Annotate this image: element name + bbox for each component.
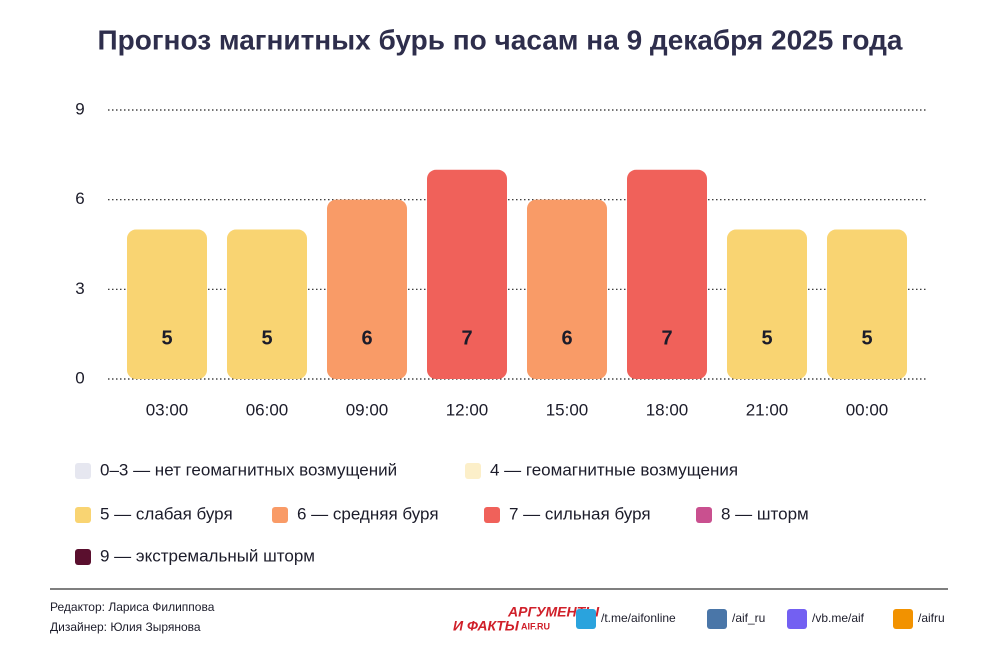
bar [427,169,507,379]
bar [527,199,607,379]
legend-label: 0–3 — нет геомагнитных возмущений [100,460,397,479]
bar [627,169,707,379]
legend-label: 4 — геомагнитные возмущения [490,460,738,479]
y-tick-label: 9 [75,99,84,118]
data-label: 7 [461,327,472,349]
legend-swatch [75,549,91,565]
data-label: 6 [561,327,572,349]
legend-label: 5 — слабая буря [100,504,233,523]
link[interactable]: /aifru [918,611,945,625]
legend-swatch [75,507,91,523]
x-tick-label: 18:00 [646,400,689,419]
bar [127,229,207,379]
x-tick-label: 15:00 [546,400,589,419]
viber-icon [787,609,807,629]
legend-swatch [484,507,500,523]
y-tick-label: 6 [75,189,84,208]
link[interactable]: /aif_ru [732,611,765,625]
legend-label: 9 — экстремальный шторм [100,546,315,565]
bar [727,229,807,379]
legend-swatch [75,463,91,479]
link[interactable]: /vb.me/aif [812,611,865,625]
x-tick-label: 03:00 [146,400,189,419]
bar [227,229,307,379]
x-tick-label: 00:00 [846,400,889,419]
x-tick-label: 09:00 [346,400,389,419]
bar [327,199,407,379]
data-label: 5 [761,327,772,349]
legend-label: 8 — шторм [721,504,809,523]
telegram-icon [576,609,596,629]
legend-swatch [465,463,481,479]
link[interactable]: /t.me/aifonline [601,611,676,625]
legend-label: 6 — средняя буря [297,504,439,523]
x-tick-label: 06:00 [246,400,289,419]
logo: AIF.RU [521,621,550,631]
data-label: 7 [661,327,672,349]
vk-icon [707,609,727,629]
ok-icon [893,609,913,629]
x-tick-label: 12:00 [446,400,489,419]
logo: И ФАКТЫ [453,618,520,634]
legend-swatch [272,507,288,523]
data-label: 5 [861,327,872,349]
x-tick-label: 21:00 [746,400,789,419]
data-label: 5 [261,327,272,349]
designer: Дизайнер: Юлия Зырянова [50,620,201,634]
legend-label: 7 — сильная буря [509,504,651,523]
data-label: 6 [361,327,372,349]
editor: Редактор: Лариса Филиппова [50,600,215,614]
chart-title: Прогноз магнитных бурь по часам на 9 дек… [98,24,903,55]
y-tick-label: 3 [75,279,84,298]
y-tick-label: 0 [75,368,84,387]
data-label: 5 [161,327,172,349]
legend-swatch [696,507,712,523]
bar [827,229,907,379]
